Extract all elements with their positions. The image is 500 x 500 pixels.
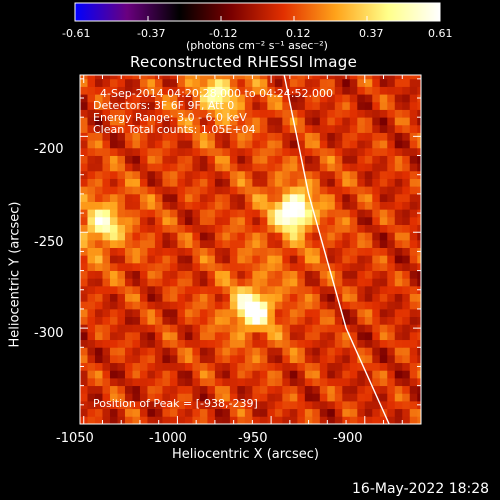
y-tick-label: -250: [34, 235, 64, 250]
x-tick-label: -1000: [149, 431, 187, 446]
colorbar: [74, 2, 441, 22]
axis-ticks: [80, 75, 422, 425]
info-line-energy: Energy Range: 3.0 - 6.0 keV: [93, 111, 247, 124]
plot-frame: [79, 74, 422, 425]
y-axis-label: Heliocentric Y (arcsec): [7, 201, 23, 348]
x-tick-label: -1050: [56, 431, 94, 446]
colorbar-unit-label: (photons cm⁻² s⁻¹ asec⁻²): [186, 39, 328, 52]
colorbar-ticks: [74, 16, 441, 21]
heatmap-image: [80, 75, 421, 424]
colorbar-tick-label: -0.12: [209, 27, 238, 40]
info-line-detectors: Detectors: 3F 6F 9F, Att 0: [93, 99, 235, 112]
timestamp-footer: 16-May-2022 18:28: [352, 481, 490, 497]
x-tick-label: -950: [238, 431, 268, 446]
colorbar-tick-label: 0.37: [359, 27, 384, 40]
solar-limb-line: [283, 75, 390, 424]
y-tick-label: -300: [34, 326, 64, 341]
x-axis-label: Heliocentric X (arcsec): [172, 447, 319, 462]
colorbar-tick-label: 0.61: [428, 27, 453, 40]
x-tick-label: -900: [333, 431, 363, 446]
y-tick-label: -200: [34, 142, 64, 157]
info-line-time: 4-Sep-2014 04:20:28.000 to 04:24:52.000: [100, 87, 333, 100]
colorbar-tick-label: 0.12: [286, 27, 311, 40]
peak-position-label: Position of Peak = [-938,-239]: [93, 397, 258, 410]
chart-title: Reconstructed RHESSI Image: [130, 53, 358, 71]
colorbar-tick-label: -0.37: [137, 27, 166, 40]
info-line-counts: Clean Total counts: 1.05E+04: [93, 123, 256, 136]
colorbar-tick-label: -0.61: [62, 27, 91, 40]
